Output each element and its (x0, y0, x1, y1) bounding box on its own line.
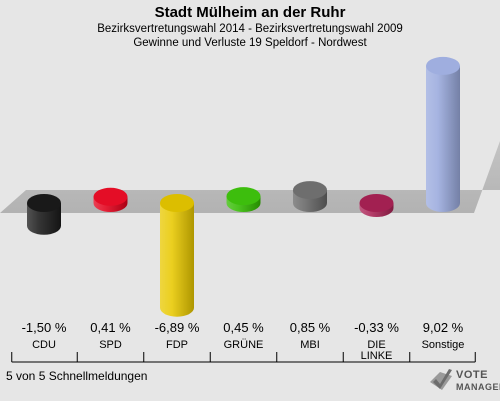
logo-text-line1: VOTE (456, 369, 488, 381)
value-label-1: 0,41 % (90, 320, 131, 335)
bar-2 (160, 194, 194, 317)
category-label-2: FDP (166, 339, 188, 351)
category-label-0: CDU (32, 339, 56, 351)
vote-manager-logo: VOTE MANAGER (428, 366, 500, 398)
bar-0 (27, 194, 61, 235)
category-label-6: Sonstige (422, 339, 465, 351)
bar-6 (426, 56, 460, 213)
checkmark-ballot-icon (430, 369, 452, 390)
value-label-2: -6,89 % (155, 320, 200, 335)
value-label-4: 0,85 % (290, 320, 331, 335)
bar-3 (226, 187, 261, 212)
category-label-5-line1: LINKE (361, 350, 393, 362)
value-label-5: -0,33 % (354, 320, 399, 335)
value-label-3: 0,45 % (223, 320, 264, 335)
category-label-4: MBI (300, 339, 320, 351)
category-label-1: SPD (99, 339, 122, 351)
chart-title: Stadt Mülheim an der Ruhr (154, 4, 346, 21)
category-label-3: GRÜNE (224, 339, 264, 351)
value-label-0: -1,50 % (22, 320, 67, 335)
chart-subtitle-1: Bezirksvertretungswahl 2014 - Bezirksver… (97, 23, 403, 35)
bar-1 (93, 187, 128, 212)
category-label-5-line0: DIE (367, 339, 385, 351)
value-label-6: 9,02 % (423, 320, 464, 335)
bar-5 (359, 194, 394, 218)
bar-4 (293, 181, 327, 212)
chart-subtitle-2: Gewinne und Verluste 19 Speldorf - Nordw… (133, 37, 367, 49)
footer-note: 5 von 5 Schnellmeldungen (6, 369, 148, 383)
logo-text-line2: MANAGER (456, 382, 500, 392)
